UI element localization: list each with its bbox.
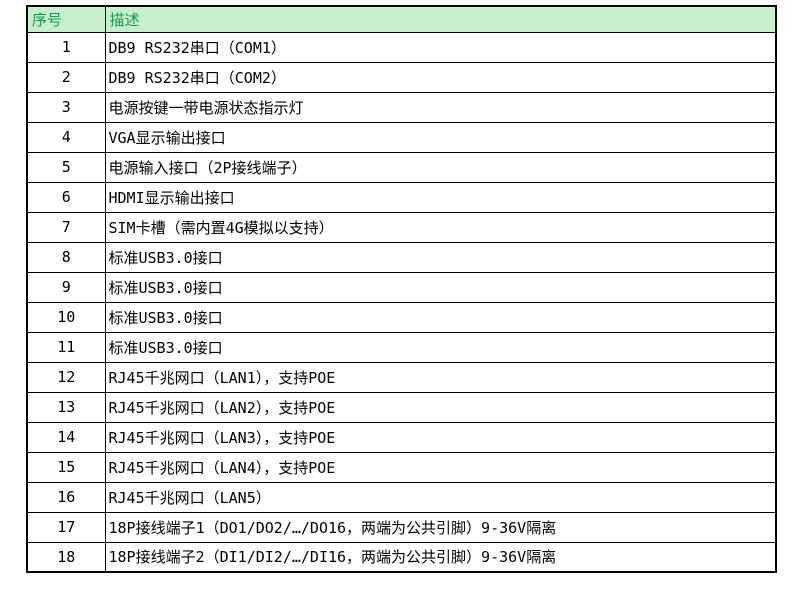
table-row: 7 SIM卡槽（需内置4G模拟以支持） <box>26 211 777 243</box>
table-row: 10 标准USB3.0接口 <box>26 301 777 333</box>
header-cell-description: 描述 <box>104 5 777 33</box>
table-row: 8 标准USB3.0接口 <box>26 241 777 273</box>
row-description-cell: 标准USB3.0接口 <box>104 271 777 303</box>
row-number-cell: 18 <box>26 541 106 573</box>
row-number-cell: 17 <box>26 511 106 543</box>
row-description-cell: 标准USB3.0接口 <box>104 241 777 273</box>
row-number-cell: 16 <box>26 481 106 513</box>
table-row: 15 RJ45千兆网口（LAN4），支持POE <box>26 451 777 483</box>
row-description-cell: 标准USB3.0接口 <box>104 301 777 333</box>
table-row: 5 电源输入接口（2P接线端子） <box>26 151 777 183</box>
row-number-cell: 2 <box>26 61 106 93</box>
row-number-cell: 11 <box>26 331 106 363</box>
table-row: 16 RJ45千兆网口（LAN5） <box>26 481 777 513</box>
row-number-cell: 10 <box>26 301 106 333</box>
row-description-cell: RJ45千兆网口（LAN3），支持POE <box>104 421 777 453</box>
row-description-cell: 18P接线端子2（DI1/DI2/…/DI16，两端为公共引脚）9-36V隔离 <box>104 541 777 573</box>
row-description-cell: 电源输入接口（2P接线端子） <box>104 151 777 183</box>
row-description-cell: HDMI显示输出接口 <box>104 181 777 213</box>
table-row: 1 DB9 RS232串口（COM1） <box>26 31 777 63</box>
row-number-cell: 9 <box>26 271 106 303</box>
row-description-cell: VGA显示输出接口 <box>104 121 777 153</box>
table-row: 14 RJ45千兆网口（LAN3），支持POE <box>26 421 777 453</box>
table-row: 12 RJ45千兆网口（LAN1），支持POE <box>26 361 777 393</box>
table-header: 序号 描述 <box>26 5 777 33</box>
row-description-cell: DB9 RS232串口（COM2） <box>104 61 777 93</box>
row-description-cell: 标准USB3.0接口 <box>104 331 777 363</box>
row-number-cell: 3 <box>26 91 106 123</box>
table-row: 4 VGA显示输出接口 <box>26 121 777 153</box>
row-description-cell: SIM卡槽（需内置4G模拟以支持） <box>104 211 777 243</box>
header-cell-serial-number: 序号 <box>26 5 106 33</box>
row-number-cell: 14 <box>26 421 106 453</box>
table-row: 11 标准USB3.0接口 <box>26 331 777 363</box>
table-row: 3 电源按键一带电源状态指示灯 <box>26 91 777 123</box>
row-number-cell: 7 <box>26 211 106 243</box>
table-row: 9 标准USB3.0接口 <box>26 271 777 303</box>
row-description-cell: RJ45千兆网口（LAN5） <box>104 481 777 513</box>
table-row: 6 HDMI显示输出接口 <box>26 181 777 213</box>
row-description-cell: RJ45千兆网口（LAN2），支持POE <box>104 391 777 423</box>
header-row: 序号 描述 <box>26 5 777 33</box>
row-description-cell: RJ45千兆网口（LAN4），支持POE <box>104 451 777 483</box>
row-number-cell: 1 <box>26 31 106 63</box>
table-row: 18 18P接线端子2（DI1/DI2/…/DI16，两端为公共引脚）9-36V隔… <box>26 541 777 573</box>
row-number-cell: 15 <box>26 451 106 483</box>
table-row: 17 18P接线端子1（DO1/DO2/…/DO16，两端为公共引脚）9-36V隔… <box>26 511 777 543</box>
row-number-cell: 5 <box>26 151 106 183</box>
row-number-cell: 13 <box>26 391 106 423</box>
row-number-cell: 12 <box>26 361 106 393</box>
row-number-cell: 4 <box>26 121 106 153</box>
table-body: 1 DB9 RS232串口（COM1） 2 DB9 RS232串口（COM2） 3 电源按… <box>26 31 777 573</box>
row-description-cell: 电源按键一带电源状态指示灯 <box>104 91 777 123</box>
row-number-cell: 8 <box>26 241 106 273</box>
port-description-table: 序号 描述 1 DB9 RS232串口（COM1） 2 DB9 RS232串口（COM… <box>26 5 777 573</box>
table-row: 2 DB9 RS232串口（COM2） <box>26 61 777 93</box>
row-description-cell: RJ45千兆网口（LAN1），支持POE <box>104 361 777 393</box>
row-number-cell: 6 <box>26 181 106 213</box>
row-description-cell: 18P接线端子1（DO1/DO2/…/DO16，两端为公共引脚）9-36V隔离 <box>104 511 777 543</box>
table-row: 13 RJ45千兆网口（LAN2），支持POE <box>26 391 777 423</box>
row-description-cell: DB9 RS232串口（COM1） <box>104 31 777 63</box>
